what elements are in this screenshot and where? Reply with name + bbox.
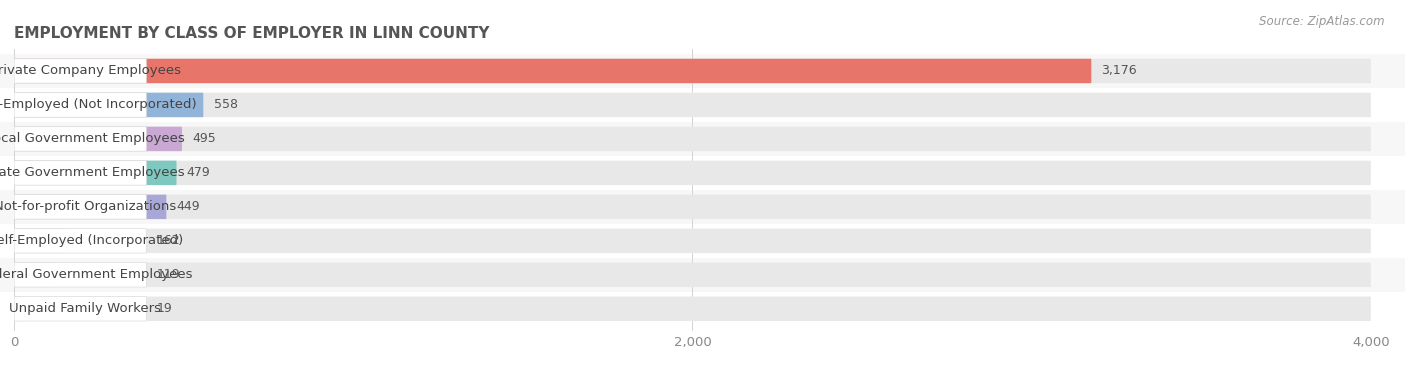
FancyBboxPatch shape [0, 292, 1405, 326]
FancyBboxPatch shape [14, 229, 1371, 253]
Text: Self-Employed (Not Incorporated): Self-Employed (Not Incorporated) [0, 99, 197, 111]
FancyBboxPatch shape [14, 195, 166, 219]
FancyBboxPatch shape [14, 229, 69, 253]
FancyBboxPatch shape [14, 127, 1371, 151]
FancyBboxPatch shape [0, 224, 1405, 258]
Text: Private Company Employees: Private Company Employees [0, 64, 181, 77]
FancyBboxPatch shape [14, 161, 146, 185]
FancyBboxPatch shape [14, 297, 21, 321]
Text: 119: 119 [156, 268, 180, 281]
Text: 479: 479 [187, 167, 211, 179]
FancyBboxPatch shape [0, 122, 1405, 156]
Text: Federal Government Employees: Federal Government Employees [0, 268, 193, 281]
FancyBboxPatch shape [14, 161, 177, 185]
FancyBboxPatch shape [14, 59, 146, 83]
Text: 495: 495 [193, 132, 217, 146]
Text: State Government Employees: State Government Employees [0, 167, 186, 179]
FancyBboxPatch shape [14, 262, 1371, 287]
FancyBboxPatch shape [14, 262, 55, 287]
Text: Unpaid Family Workers: Unpaid Family Workers [10, 302, 162, 315]
FancyBboxPatch shape [14, 195, 1371, 219]
Text: 162: 162 [156, 234, 180, 247]
FancyBboxPatch shape [14, 297, 1371, 321]
FancyBboxPatch shape [0, 156, 1405, 190]
FancyBboxPatch shape [14, 229, 146, 253]
Text: Local Government Employees: Local Government Employees [0, 132, 184, 146]
FancyBboxPatch shape [14, 59, 1371, 83]
Text: 3,176: 3,176 [1101, 64, 1137, 77]
Text: 558: 558 [214, 99, 238, 111]
Text: Not-for-profit Organizations: Not-for-profit Organizations [0, 200, 176, 213]
FancyBboxPatch shape [0, 54, 1405, 88]
Text: 19: 19 [156, 302, 173, 315]
FancyBboxPatch shape [14, 93, 204, 117]
FancyBboxPatch shape [14, 297, 146, 321]
FancyBboxPatch shape [0, 190, 1405, 224]
FancyBboxPatch shape [14, 127, 181, 151]
FancyBboxPatch shape [0, 258, 1405, 292]
Text: Self-Employed (Incorporated): Self-Employed (Incorporated) [0, 234, 183, 247]
FancyBboxPatch shape [14, 262, 146, 287]
FancyBboxPatch shape [14, 161, 1371, 185]
Text: Source: ZipAtlas.com: Source: ZipAtlas.com [1260, 15, 1385, 28]
FancyBboxPatch shape [14, 93, 146, 117]
FancyBboxPatch shape [14, 127, 146, 151]
Text: EMPLOYMENT BY CLASS OF EMPLOYER IN LINN COUNTY: EMPLOYMENT BY CLASS OF EMPLOYER IN LINN … [14, 26, 489, 41]
FancyBboxPatch shape [14, 59, 1091, 83]
FancyBboxPatch shape [14, 93, 1371, 117]
Text: 449: 449 [177, 200, 200, 213]
FancyBboxPatch shape [0, 88, 1405, 122]
FancyBboxPatch shape [14, 195, 146, 219]
